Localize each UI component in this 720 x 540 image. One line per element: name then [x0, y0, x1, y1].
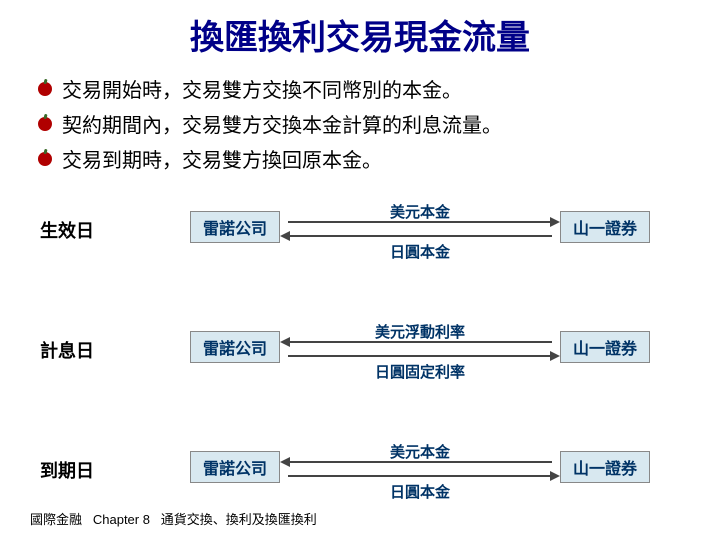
bullet-item: 交易到期時，交易雙方換回原本金。 — [38, 144, 690, 173]
flow-arrow — [288, 221, 552, 223]
flow-arrow — [288, 475, 552, 477]
party-box: 雷諾公司 — [190, 331, 280, 363]
party-box: 山一證券 — [560, 211, 650, 243]
flow-arrow — [288, 341, 552, 343]
bullet-text: 交易到期時，交易雙方換回原本金。 — [62, 144, 382, 173]
party-box: 山一證券 — [560, 331, 650, 363]
bullet-icon — [38, 117, 52, 131]
flow-label: 美元浮動利率 — [360, 321, 480, 342]
flow-arrow — [288, 235, 552, 237]
footer-course: 國際金融 — [30, 512, 82, 527]
swap-diagram: 生效日計息日到期日雷諾公司山一證券美元本金日圓本金雷諾公司山一證券美元浮動利率日… — [40, 191, 680, 521]
footer-text: 國際金融 Chapter 8 通貨交換、換利及換匯換利 — [30, 509, 317, 528]
flow-label: 美元本金 — [360, 201, 480, 222]
flow-arrow — [288, 355, 552, 357]
bullet-text: 交易開始時，交易雙方交換不同幣別的本金。 — [62, 74, 462, 103]
footer-topic: 通貨交換、換利及換匯換利 — [161, 512, 317, 527]
party-box: 山一證券 — [560, 451, 650, 483]
page-title: 換匯換利交易現金流量 — [30, 10, 690, 59]
party-box: 雷諾公司 — [190, 451, 280, 483]
flow-arrow — [288, 461, 552, 463]
flow-label: 日圓固定利率 — [360, 361, 480, 382]
bullet-icon — [38, 82, 52, 96]
party-box: 雷諾公司 — [190, 211, 280, 243]
bullet-text: 契約期間內，交易雙方交換本金計算的利息流量。 — [62, 109, 502, 138]
row-label: 到期日 — [40, 457, 94, 483]
row-label: 計息日 — [40, 337, 94, 363]
bullet-list: 交易開始時，交易雙方交換不同幣別的本金。 契約期間內，交易雙方交換本金計算的利息… — [38, 74, 690, 173]
bullet-item: 契約期間內，交易雙方交換本金計算的利息流量。 — [38, 109, 690, 138]
row-label: 生效日 — [40, 217, 94, 243]
flow-label: 日圓本金 — [360, 481, 480, 502]
flow-label: 日圓本金 — [360, 241, 480, 262]
bullet-item: 交易開始時，交易雙方交換不同幣別的本金。 — [38, 74, 690, 103]
bullet-icon — [38, 152, 52, 166]
footer-chapter: Chapter 8 — [93, 512, 150, 527]
flow-label: 美元本金 — [360, 441, 480, 462]
